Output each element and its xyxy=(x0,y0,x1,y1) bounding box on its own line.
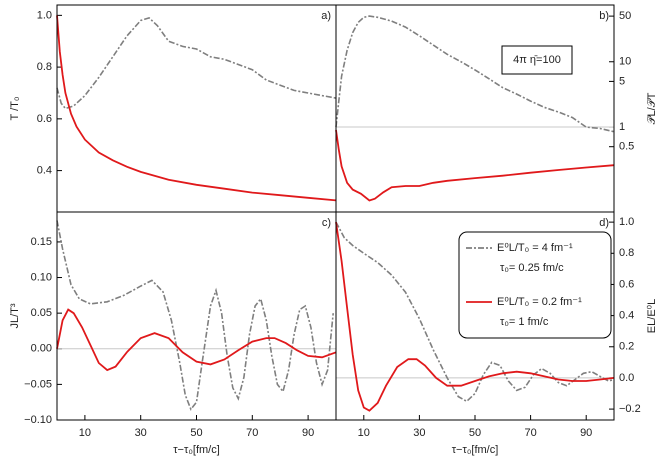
y-tick-label: 1.0 xyxy=(619,216,634,228)
series-line xyxy=(56,16,337,110)
annotation: 4π η̄=100 xyxy=(513,54,561,66)
plot-frame xyxy=(56,4,337,213)
legend-label: τ₀= 1 fm/c xyxy=(500,316,549,328)
series-line xyxy=(56,15,337,202)
x-tick-label: 50 xyxy=(190,427,202,439)
y-tick-label: −0.10 xyxy=(24,414,52,426)
x-tick-label: 50 xyxy=(469,427,481,439)
y-axis-title: T /T₀ xyxy=(9,97,21,121)
y-axis-title: EL/E⁰L xyxy=(646,299,658,333)
series-line xyxy=(335,221,615,412)
y-tick-label: 0.05 xyxy=(31,307,52,319)
x-tick-label: 10 xyxy=(79,427,91,439)
y-tick-label: 0.5 xyxy=(619,141,634,153)
y-tick-label: 0.8 xyxy=(619,247,634,259)
y-tick-label: 0.2 xyxy=(619,341,634,353)
plot-frame xyxy=(56,211,337,421)
panel-label: c) xyxy=(322,217,331,229)
legend-label: E⁰L/T₀ = 4 fm⁻¹ xyxy=(497,242,573,254)
x-tick-label: 30 xyxy=(135,427,147,439)
legend-box xyxy=(458,231,612,339)
series-line xyxy=(56,308,337,372)
y-tick-label: 0.00 xyxy=(31,343,52,355)
y-tick-label: 0.6 xyxy=(619,278,634,290)
y-tick-label: 0.8 xyxy=(37,61,52,73)
legend-label: τ₀= 0.25 fm/c xyxy=(500,262,564,274)
x-tick-label: 90 xyxy=(302,427,314,439)
y-tick-label: 1 xyxy=(619,121,625,133)
series-line xyxy=(335,15,615,133)
y-tick-label: 10 xyxy=(619,56,631,68)
y-tick-label: 50 xyxy=(619,10,631,22)
x-tick-label: 70 xyxy=(524,427,536,439)
plot-frame xyxy=(335,211,615,421)
y-tick-label: 0.6 xyxy=(37,113,52,125)
y-tick-label: −0.2 xyxy=(619,403,641,415)
x-tick-label: 90 xyxy=(580,427,592,439)
x-tick-label: 70 xyxy=(246,427,258,439)
annotation-box xyxy=(501,45,573,75)
y-tick-label: 0.4 xyxy=(619,310,634,322)
y-tick-label: −0.05 xyxy=(24,378,52,390)
y-axis-title: JL/T³ xyxy=(9,303,21,328)
series-line xyxy=(335,221,615,403)
x-axis-title: τ−τ₀[fm/c] xyxy=(452,444,499,456)
x-tick-label: 30 xyxy=(413,427,425,439)
legend-label: E⁰L/T₀ = 0.2 fm⁻¹ xyxy=(497,296,582,308)
y-tick-label: 1.0 xyxy=(37,9,52,21)
panel-label: d) xyxy=(599,217,609,229)
y-axis-title: 𝒫L/𝒫T xyxy=(646,92,658,124)
y-tick-label: 0.4 xyxy=(37,165,52,177)
series-line xyxy=(56,220,334,411)
y-tick-label: 0.15 xyxy=(31,236,52,248)
panel-label: a) xyxy=(321,10,331,22)
series-line xyxy=(335,129,615,202)
y-tick-label: 0.0 xyxy=(619,372,634,384)
y-tick-label: 5 xyxy=(619,75,625,87)
panel-label: b) xyxy=(599,10,609,22)
x-axis-title: τ−τ₀[fm/c] xyxy=(173,444,220,456)
plot-frame xyxy=(335,4,615,213)
x-tick-label: 10 xyxy=(358,427,370,439)
y-tick-label: 0.10 xyxy=(31,271,52,283)
